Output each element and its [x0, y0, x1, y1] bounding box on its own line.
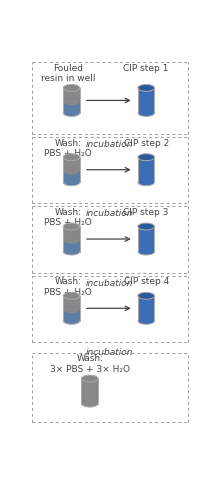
- Text: CIP step 3: CIP step 3: [123, 208, 169, 217]
- Ellipse shape: [138, 110, 155, 116]
- Ellipse shape: [63, 179, 80, 186]
- Polygon shape: [63, 88, 80, 102]
- Ellipse shape: [82, 400, 98, 407]
- Polygon shape: [63, 171, 80, 182]
- Polygon shape: [63, 296, 80, 310]
- Ellipse shape: [82, 389, 98, 396]
- Text: CIP step 1: CIP step 1: [123, 64, 169, 73]
- Ellipse shape: [63, 110, 80, 116]
- Text: incubation: incubation: [86, 348, 133, 357]
- Ellipse shape: [63, 223, 80, 230]
- Polygon shape: [63, 226, 80, 240]
- Polygon shape: [63, 310, 80, 321]
- Ellipse shape: [63, 98, 80, 105]
- Ellipse shape: [63, 154, 80, 160]
- Ellipse shape: [138, 179, 155, 186]
- Polygon shape: [138, 226, 155, 252]
- Text: incubation: incubation: [86, 210, 133, 218]
- Polygon shape: [82, 378, 98, 392]
- Ellipse shape: [63, 306, 80, 313]
- Ellipse shape: [63, 318, 80, 324]
- Polygon shape: [82, 392, 98, 404]
- Ellipse shape: [63, 168, 80, 174]
- Ellipse shape: [82, 389, 98, 396]
- Text: CIP step 2: CIP step 2: [123, 138, 169, 147]
- Ellipse shape: [63, 168, 80, 174]
- Text: Wash:
PBS + H₂O: Wash: PBS + H₂O: [44, 208, 92, 227]
- Text: Wash:
PBS + H₂O: Wash: PBS + H₂O: [44, 138, 92, 158]
- Text: Wash:
PBS + H₂O: Wash: PBS + H₂O: [44, 277, 92, 296]
- Ellipse shape: [138, 154, 155, 160]
- Ellipse shape: [63, 306, 80, 313]
- Polygon shape: [63, 102, 80, 113]
- Text: CIP step 4: CIP step 4: [123, 277, 169, 286]
- Polygon shape: [138, 88, 155, 113]
- Ellipse shape: [138, 248, 155, 255]
- Text: Wash:
3× PBS + 3× H₂O: Wash: 3× PBS + 3× H₂O: [50, 354, 130, 374]
- Ellipse shape: [82, 375, 98, 382]
- Text: incubation: incubation: [86, 140, 133, 149]
- Polygon shape: [138, 296, 155, 321]
- Text: incubation: incubation: [86, 278, 133, 287]
- Ellipse shape: [63, 98, 80, 105]
- Ellipse shape: [63, 292, 80, 300]
- Polygon shape: [63, 240, 80, 252]
- Ellipse shape: [63, 248, 80, 255]
- Text: Fouled
resin in well: Fouled resin in well: [41, 64, 95, 83]
- Ellipse shape: [138, 223, 155, 230]
- Ellipse shape: [63, 237, 80, 244]
- Ellipse shape: [138, 318, 155, 324]
- Polygon shape: [63, 157, 80, 171]
- Ellipse shape: [63, 84, 80, 91]
- Ellipse shape: [138, 292, 155, 300]
- Polygon shape: [138, 157, 155, 182]
- Ellipse shape: [138, 84, 155, 91]
- Ellipse shape: [63, 237, 80, 244]
